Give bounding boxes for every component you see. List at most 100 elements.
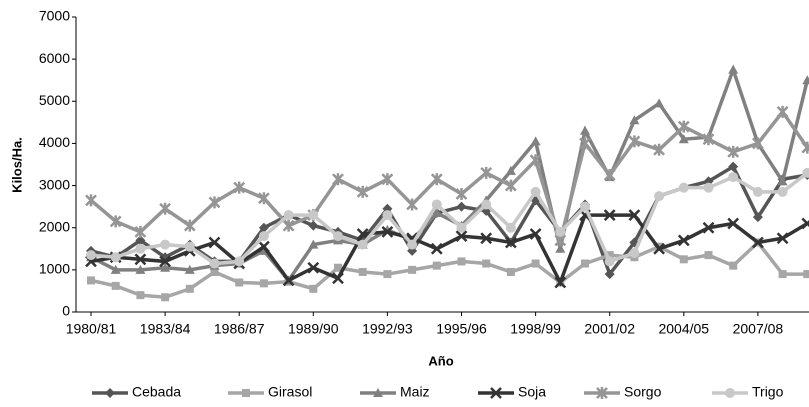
data-point bbox=[85, 194, 97, 207]
data-point bbox=[729, 261, 738, 270]
data-point bbox=[134, 225, 147, 238]
data-point bbox=[801, 217, 809, 230]
data-point bbox=[728, 172, 739, 183]
x-tick-label: 2004/05 bbox=[658, 321, 709, 337]
legend-label: Cebada bbox=[132, 384, 181, 400]
data-point bbox=[235, 278, 244, 287]
y-tick-label: 7000 bbox=[39, 8, 70, 24]
data-point bbox=[332, 272, 344, 285]
data-point bbox=[111, 281, 120, 290]
data-point bbox=[282, 219, 295, 232]
data-point bbox=[654, 191, 665, 202]
data-point bbox=[456, 222, 467, 233]
data-point bbox=[727, 217, 740, 230]
data-point bbox=[160, 262, 171, 272]
legend-label: Maiz bbox=[400, 384, 430, 400]
data-point bbox=[529, 154, 542, 167]
data-point bbox=[382, 210, 393, 221]
legend-marker bbox=[242, 389, 250, 397]
data-point bbox=[309, 284, 318, 293]
data-point bbox=[776, 232, 789, 245]
data-point bbox=[752, 236, 764, 249]
data-point bbox=[604, 256, 615, 267]
y-axis-title: Kilos/Ha. bbox=[9, 137, 24, 193]
data-point bbox=[702, 221, 715, 234]
data-point bbox=[234, 256, 245, 267]
data-point bbox=[208, 236, 221, 249]
data-point bbox=[135, 235, 146, 246]
data-point bbox=[432, 261, 441, 270]
data-point bbox=[531, 259, 540, 268]
data-point bbox=[628, 135, 641, 148]
data-point bbox=[752, 212, 763, 223]
data-point bbox=[505, 236, 517, 249]
data-point bbox=[356, 185, 369, 198]
data-point bbox=[333, 231, 343, 242]
data-point bbox=[678, 134, 689, 144]
x-tick-label: 1995/96 bbox=[436, 321, 487, 337]
data-point bbox=[159, 255, 171, 268]
data-point bbox=[430, 242, 443, 255]
x-tick-label: 2001/02 bbox=[584, 321, 635, 337]
x-tick-label: 1983/84 bbox=[140, 321, 191, 337]
data-point bbox=[357, 239, 368, 250]
data-point bbox=[505, 179, 517, 192]
data-point bbox=[258, 192, 270, 205]
data-point bbox=[307, 261, 320, 274]
data-point bbox=[752, 186, 763, 197]
data-point bbox=[109, 215, 122, 228]
y-tick-label: 0 bbox=[62, 303, 70, 319]
data-point bbox=[136, 291, 145, 300]
data-point bbox=[381, 173, 394, 186]
data-point bbox=[408, 265, 417, 274]
legend-marker bbox=[725, 388, 735, 398]
data-point bbox=[628, 209, 641, 221]
data-point bbox=[258, 222, 269, 233]
data-point bbox=[184, 264, 195, 274]
data-point bbox=[579, 137, 591, 150]
data-point bbox=[702, 133, 715, 146]
data-point bbox=[580, 125, 590, 135]
data-point bbox=[283, 210, 294, 221]
data-point bbox=[431, 199, 442, 210]
y-tick-label: 5000 bbox=[39, 92, 70, 108]
data-point bbox=[530, 136, 541, 146]
data-point bbox=[185, 284, 194, 293]
data-point bbox=[803, 270, 809, 279]
data-point bbox=[381, 226, 394, 238]
data-point bbox=[776, 105, 789, 118]
data-point bbox=[801, 141, 809, 154]
data-point bbox=[383, 270, 392, 279]
series-line bbox=[90, 213, 809, 287]
data-point bbox=[407, 239, 418, 250]
y-tick-label: 2000 bbox=[39, 218, 70, 234]
data-point bbox=[356, 228, 369, 240]
data-point bbox=[308, 239, 319, 249]
data-point bbox=[653, 242, 665, 255]
data-point bbox=[604, 269, 615, 280]
data-point bbox=[704, 251, 713, 260]
data-point bbox=[802, 75, 809, 85]
y-tick-label: 6000 bbox=[39, 50, 70, 66]
legend-marker bbox=[373, 388, 383, 397]
y-tick-label: 3000 bbox=[39, 176, 70, 192]
data-point bbox=[258, 231, 269, 242]
data-point bbox=[431, 207, 442, 217]
data-point bbox=[506, 267, 515, 276]
data-point bbox=[629, 248, 640, 258]
data-point bbox=[308, 210, 319, 221]
data-point bbox=[728, 161, 739, 172]
y-tick-label: 4000 bbox=[39, 134, 70, 150]
data-point bbox=[87, 276, 95, 285]
data-point bbox=[554, 276, 567, 289]
data-point bbox=[778, 270, 787, 279]
data-point bbox=[86, 250, 96, 261]
data-point bbox=[110, 252, 121, 263]
data-point bbox=[728, 64, 739, 74]
data-point bbox=[480, 232, 493, 245]
data-point bbox=[529, 228, 542, 240]
data-point bbox=[530, 186, 541, 197]
data-point bbox=[135, 264, 146, 274]
data-point bbox=[183, 219, 196, 232]
data-point bbox=[209, 258, 220, 269]
